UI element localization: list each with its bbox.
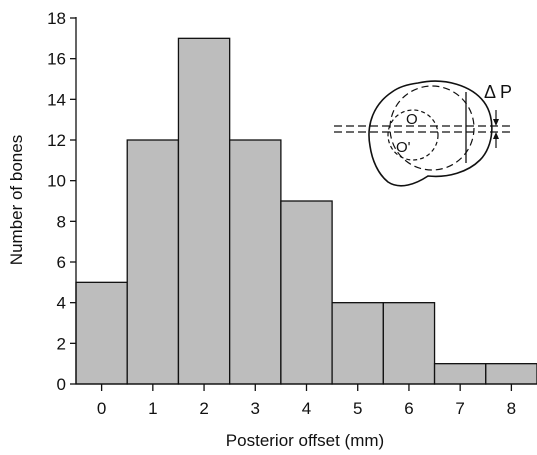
y-tick-label: 18 xyxy=(47,9,66,28)
offset-arrowhead-bottom xyxy=(493,132,499,139)
delta-p-label: Δ P xyxy=(484,82,512,102)
y-tick-label: 4 xyxy=(57,294,66,313)
bar-0 xyxy=(75,281,128,385)
bar-7 xyxy=(433,363,487,385)
x-tick-label: 3 xyxy=(251,399,260,418)
bar-6 xyxy=(382,302,436,385)
x-axis: 0 1 2 3 4 5 6 7 8 xyxy=(76,383,537,418)
x-tick-label: 1 xyxy=(148,399,157,418)
y-tick-label: 0 xyxy=(57,375,66,394)
y-tick-label: 12 xyxy=(47,131,66,150)
y-tick-label: 6 xyxy=(57,253,66,272)
y-axis: 0 2 4 6 8 10 12 14 16 18 xyxy=(47,9,77,394)
y-tick-label: 8 xyxy=(57,212,66,231)
offset-arrowhead-top xyxy=(493,119,499,126)
x-tick-label: 2 xyxy=(199,399,208,418)
offset-schematic-diagram: Δ P O O' xyxy=(334,80,512,187)
y-tick-label: 10 xyxy=(47,172,66,191)
y-tick-label: 2 xyxy=(57,334,66,353)
bar-8 xyxy=(485,363,537,385)
x-tick-label: 8 xyxy=(507,399,516,418)
x-tick-label: 6 xyxy=(404,399,413,418)
y-tick-label: 14 xyxy=(47,90,66,109)
bar-1 xyxy=(126,139,180,385)
x-tick-label: 0 xyxy=(97,399,106,418)
bone-cross-section-outline xyxy=(368,80,493,187)
bars-group xyxy=(75,37,537,385)
y-axis-title: Number of bones xyxy=(7,135,26,265)
x-tick-label: 7 xyxy=(455,399,464,418)
bar-5 xyxy=(331,302,384,385)
y-tick-label: 16 xyxy=(47,50,66,69)
x-tick-label: 4 xyxy=(302,399,311,418)
center-label-o-prime: O' xyxy=(396,139,411,156)
x-axis-title: Posterior offset (mm) xyxy=(226,431,384,450)
dashed-reference-circle-small xyxy=(387,109,439,161)
bar-3 xyxy=(229,139,282,385)
bar-2 xyxy=(177,37,231,385)
x-tick-label: 5 xyxy=(353,399,362,418)
dashed-reference-circle-large xyxy=(389,85,475,171)
bar-4 xyxy=(280,200,333,385)
center-label-o: O xyxy=(406,111,418,128)
